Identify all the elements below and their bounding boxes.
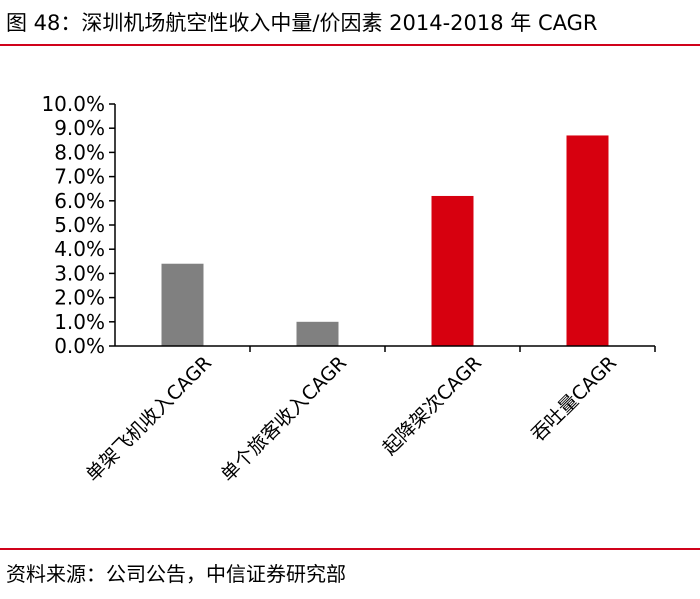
category-label: 起降架次CAGR	[379, 352, 486, 459]
bar	[296, 321, 339, 346]
y-tick-label: 1.0%	[54, 310, 105, 334]
category-label: 单架飞机收入CAGR	[82, 352, 216, 486]
category-label: 单个旅客收入CAGR	[217, 352, 351, 486]
category-label: 吞吐量CAGR	[527, 352, 621, 446]
y-tick-label: 10.0%	[41, 92, 105, 116]
bar	[431, 195, 474, 346]
figure-title: 图 48：深圳机场航空性收入中量/价因素 2014-2018 年 CAGR	[6, 11, 598, 35]
y-tick-label: 7.0%	[54, 165, 105, 189]
bar	[161, 263, 204, 346]
y-tick-label: 8.0%	[54, 140, 105, 164]
x-axis: 单架飞机收入CAGR 单个旅客收入CAGR 起降架次CAGR 吞吐量CAGR	[82, 345, 656, 486]
y-tick-label: 6.0%	[54, 189, 105, 213]
y-tick-label: 4.0%	[54, 237, 105, 261]
y-tick-label: 5.0%	[54, 213, 105, 237]
footer-divider	[0, 548, 700, 550]
y-tick-label: 9.0%	[54, 116, 105, 140]
source-note: 资料来源：公司公告，中信证券研究部	[6, 562, 346, 586]
bars	[161, 135, 609, 346]
bar-chart: 0.0%1.0%2.0%3.0%4.0%5.0%6.0%7.0%8.0%9.0%…	[41, 92, 656, 486]
y-tick-label: 0.0%	[54, 334, 105, 358]
y-axis: 0.0%1.0%2.0%3.0%4.0%5.0%6.0%7.0%8.0%9.0%…	[41, 92, 116, 358]
y-tick-label: 3.0%	[54, 261, 105, 285]
bar	[566, 135, 609, 346]
y-tick-label: 2.0%	[54, 286, 105, 310]
title-divider	[0, 44, 700, 46]
